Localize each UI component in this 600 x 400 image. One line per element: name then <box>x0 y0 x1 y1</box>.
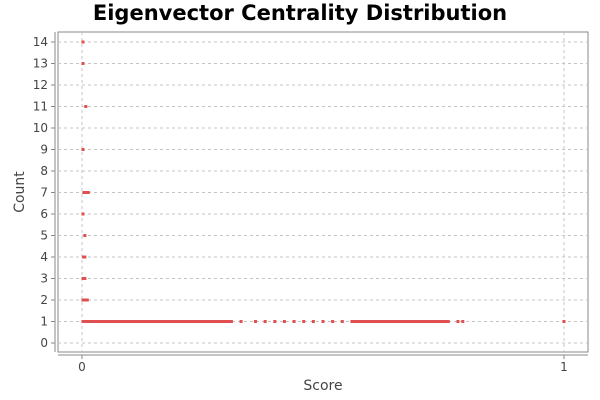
y-tick-label: 2 <box>40 293 48 307</box>
data-point <box>321 320 325 323</box>
data-point <box>81 212 85 216</box>
y-tick-label: 10 <box>33 121 48 135</box>
data-point <box>128 320 132 323</box>
data-point <box>369 320 373 323</box>
y-tick-label: 4 <box>40 250 48 264</box>
data-point <box>84 105 88 108</box>
data-point <box>83 277 87 280</box>
data-point <box>82 191 86 194</box>
data-point <box>176 320 180 323</box>
data-point <box>83 234 87 237</box>
y-tick-label: 13 <box>33 57 48 71</box>
data-point <box>331 320 335 323</box>
data-point <box>81 277 85 280</box>
data-point <box>229 320 233 323</box>
data-point <box>393 320 397 323</box>
y-axis-label: Count <box>12 171 28 213</box>
y-tick-label: 3 <box>40 272 48 286</box>
y-tick-label: 5 <box>40 229 48 243</box>
data-point <box>152 320 156 323</box>
data-point <box>239 320 243 323</box>
data-point <box>220 320 224 323</box>
data-point <box>446 320 450 323</box>
y-tick-label: 9 <box>40 143 48 157</box>
data-point <box>83 255 87 259</box>
data-point <box>273 320 277 323</box>
data-point <box>461 320 465 323</box>
y-tick-label: 8 <box>40 164 48 178</box>
data-point <box>81 298 85 302</box>
data-point <box>562 320 566 323</box>
data-point <box>104 320 108 323</box>
data-point <box>263 320 267 323</box>
data-point <box>254 320 258 323</box>
data-point <box>84 191 88 194</box>
x-tick-label: 1 <box>560 360 568 374</box>
data-point <box>282 320 286 323</box>
data-point <box>81 320 85 323</box>
data-point <box>81 148 85 151</box>
data-point <box>456 320 460 323</box>
y-tick-label: 1 <box>40 315 48 329</box>
y-tick-label: 14 <box>33 35 48 49</box>
y-tick-label: 0 <box>40 336 48 350</box>
data-point <box>292 320 296 323</box>
x-axis-label: Score <box>303 378 342 394</box>
data-point <box>311 320 315 323</box>
y-tick-label: 12 <box>33 78 48 92</box>
grid-lines <box>58 32 588 352</box>
data-point <box>417 320 421 323</box>
y-tick-label: 6 <box>40 207 48 221</box>
y-tick-label: 11 <box>33 100 48 114</box>
data-point <box>81 40 85 44</box>
data-point <box>201 320 204 323</box>
data-point <box>340 320 344 323</box>
chart-title: Eigenvector Centrality Distribution <box>93 1 507 25</box>
y-tick-label: 7 <box>40 186 48 200</box>
x-tick-label: 0 <box>78 360 86 374</box>
data-point <box>83 298 87 302</box>
data-point <box>302 320 306 323</box>
data-point <box>350 320 354 323</box>
data-point <box>85 298 89 302</box>
data-point <box>437 320 441 323</box>
data-points <box>81 40 566 323</box>
data-point <box>86 191 90 194</box>
data-point <box>90 320 94 323</box>
data-point <box>81 62 85 65</box>
